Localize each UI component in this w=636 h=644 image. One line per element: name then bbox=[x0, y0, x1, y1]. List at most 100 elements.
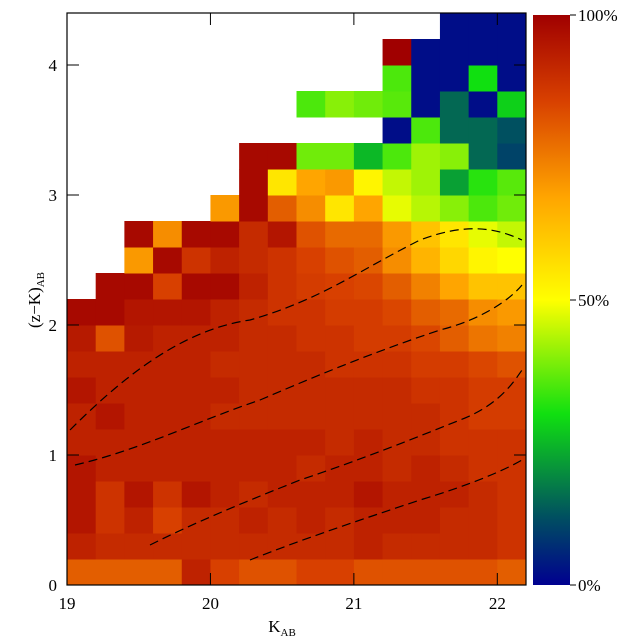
heat-cell bbox=[239, 325, 269, 352]
heat-cell bbox=[267, 221, 297, 248]
heat-cell bbox=[468, 195, 498, 222]
heat-cell bbox=[382, 65, 412, 92]
heat-cell bbox=[325, 351, 355, 378]
heat-cell bbox=[296, 481, 326, 508]
heat-cell bbox=[181, 377, 211, 404]
contours bbox=[69, 228, 523, 561]
heat-cell bbox=[153, 273, 183, 300]
heat-cell bbox=[411, 273, 441, 300]
heat-cell bbox=[153, 325, 183, 352]
heat-cell bbox=[468, 65, 498, 92]
heat-cell bbox=[497, 247, 527, 274]
heat-cell bbox=[439, 39, 470, 66]
heat-cell bbox=[439, 377, 470, 404]
heat-cell bbox=[267, 455, 297, 482]
heat-cell bbox=[382, 273, 412, 300]
heat-cell bbox=[353, 481, 384, 508]
heat-cell bbox=[181, 351, 211, 378]
heat-cell bbox=[267, 325, 297, 352]
heat-cell bbox=[439, 169, 470, 196]
heat-cell bbox=[95, 351, 125, 378]
heat-cell bbox=[382, 117, 412, 144]
heat-cell bbox=[95, 299, 125, 326]
heat-cell bbox=[411, 403, 441, 430]
heat-cell bbox=[210, 221, 240, 248]
heat-cell bbox=[210, 247, 240, 274]
heat-cell bbox=[439, 247, 470, 274]
heat-cell bbox=[411, 377, 441, 404]
heat-cell bbox=[497, 455, 527, 482]
heat-cell bbox=[468, 221, 498, 248]
heat-cell bbox=[181, 481, 211, 508]
heat-cell bbox=[439, 221, 470, 248]
heat-cell bbox=[296, 247, 326, 274]
heat-cell bbox=[382, 455, 412, 482]
heat-cell bbox=[353, 299, 384, 326]
heat-cell bbox=[296, 507, 326, 534]
heat-cell bbox=[468, 533, 498, 560]
heat-cell bbox=[153, 429, 183, 456]
heat-cell bbox=[353, 377, 384, 404]
heat-cell bbox=[267, 143, 297, 170]
heat-cell bbox=[67, 533, 97, 560]
heat-cell bbox=[468, 299, 498, 326]
heat-cell bbox=[124, 481, 154, 508]
heat-cell bbox=[95, 507, 125, 534]
heat-cell bbox=[181, 429, 211, 456]
heat-cell bbox=[267, 533, 297, 560]
plot-frame bbox=[66, 12, 527, 586]
heat-cell bbox=[325, 221, 355, 248]
heat-cell bbox=[468, 559, 498, 586]
heat-cell bbox=[153, 247, 183, 274]
contour-line bbox=[69, 228, 523, 431]
y-tick-label: 2 bbox=[49, 316, 58, 335]
heat-cell bbox=[497, 143, 527, 170]
heat-cell bbox=[353, 143, 384, 170]
heat-cell bbox=[153, 221, 183, 248]
heat-cell bbox=[353, 403, 384, 430]
heat-cell bbox=[181, 403, 211, 430]
heat-cell bbox=[497, 533, 527, 560]
heat-cell bbox=[382, 559, 412, 586]
heat-cell bbox=[267, 429, 297, 456]
heat-cell bbox=[439, 143, 470, 170]
heat-cell bbox=[411, 117, 441, 144]
heat-cell bbox=[497, 403, 527, 430]
heat-cell bbox=[296, 403, 326, 430]
x-tick-label: 19 bbox=[59, 594, 76, 613]
heat-cell bbox=[325, 377, 355, 404]
heat-cell bbox=[239, 143, 269, 170]
heat-cell bbox=[153, 455, 183, 482]
heat-cell bbox=[497, 117, 527, 144]
heat-cell bbox=[95, 273, 125, 300]
heat-cell bbox=[239, 559, 269, 586]
colorbar-label: 0% bbox=[578, 576, 601, 595]
heat-cell bbox=[210, 299, 240, 326]
heat-cell bbox=[124, 247, 154, 274]
heat-cell bbox=[468, 351, 498, 378]
y-axis-label: (z−K)AB bbox=[25, 272, 47, 328]
heat-cell bbox=[153, 351, 183, 378]
heat-cell bbox=[267, 169, 297, 196]
heat-cell bbox=[411, 221, 441, 248]
heat-cell bbox=[67, 507, 97, 534]
heat-cell bbox=[468, 377, 498, 404]
heat-cell bbox=[353, 429, 384, 456]
contour-line bbox=[149, 369, 523, 546]
heat-cell bbox=[411, 455, 441, 482]
heat-cell bbox=[468, 143, 498, 170]
heat-cell bbox=[497, 325, 527, 352]
y-tick-label: 1 bbox=[49, 446, 58, 465]
heat-cell bbox=[411, 299, 441, 326]
heat-cell bbox=[353, 195, 384, 222]
y-tick-label: 3 bbox=[49, 186, 58, 205]
heat-cell bbox=[497, 169, 527, 196]
heat-cell bbox=[267, 377, 297, 404]
heat-cell bbox=[497, 507, 527, 534]
heat-cell bbox=[181, 507, 211, 534]
contour-line bbox=[74, 284, 523, 466]
x-axis-label: KAB bbox=[268, 617, 296, 639]
heat-cell bbox=[296, 559, 326, 586]
heat-cell bbox=[67, 455, 97, 482]
heat-cell bbox=[325, 507, 355, 534]
